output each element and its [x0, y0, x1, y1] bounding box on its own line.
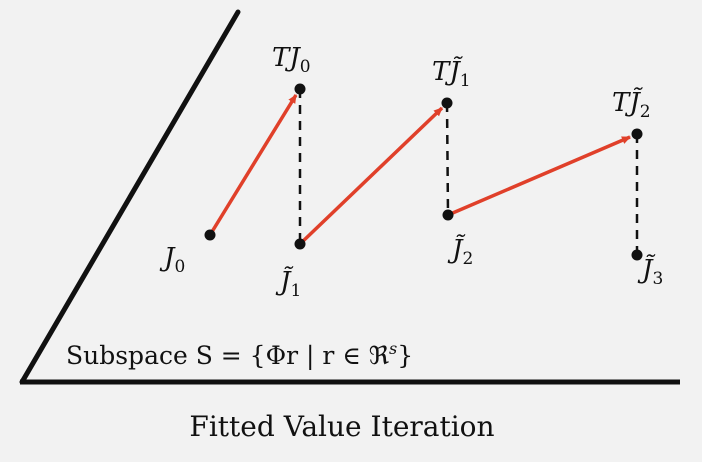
- projection-dashed-line-2: [445, 102, 450, 216]
- point-J2: [442, 209, 454, 221]
- point-TJ2: [631, 128, 643, 140]
- subspace-label: Subspace S = {Φr | r ∈ ℜs}: [66, 339, 413, 371]
- subspace-diagonal-line: [19, 9, 241, 385]
- label-TJ2: TJ̃2: [612, 87, 651, 122]
- mapping-arrow-1: [208, 94, 298, 236]
- point-J0: [204, 229, 216, 241]
- mapping-arrow-3: [447, 135, 631, 217]
- point-TJ1: [441, 97, 453, 109]
- point-TJ0: [294, 83, 306, 95]
- label-J0: J0: [159, 243, 185, 277]
- label-TJ1: TJ̃1: [432, 56, 471, 91]
- label-TJ0: TJ0: [272, 43, 311, 77]
- mapping-arrow-2: [298, 106, 444, 246]
- label-J3: J̃3: [637, 254, 663, 289]
- point-J3: [631, 249, 643, 261]
- point-J1: [294, 238, 306, 250]
- label-J2: J̃2: [447, 234, 473, 269]
- label-J1: J̃1: [275, 266, 301, 301]
- diagram-caption: Fitted Value Iteration: [189, 410, 494, 443]
